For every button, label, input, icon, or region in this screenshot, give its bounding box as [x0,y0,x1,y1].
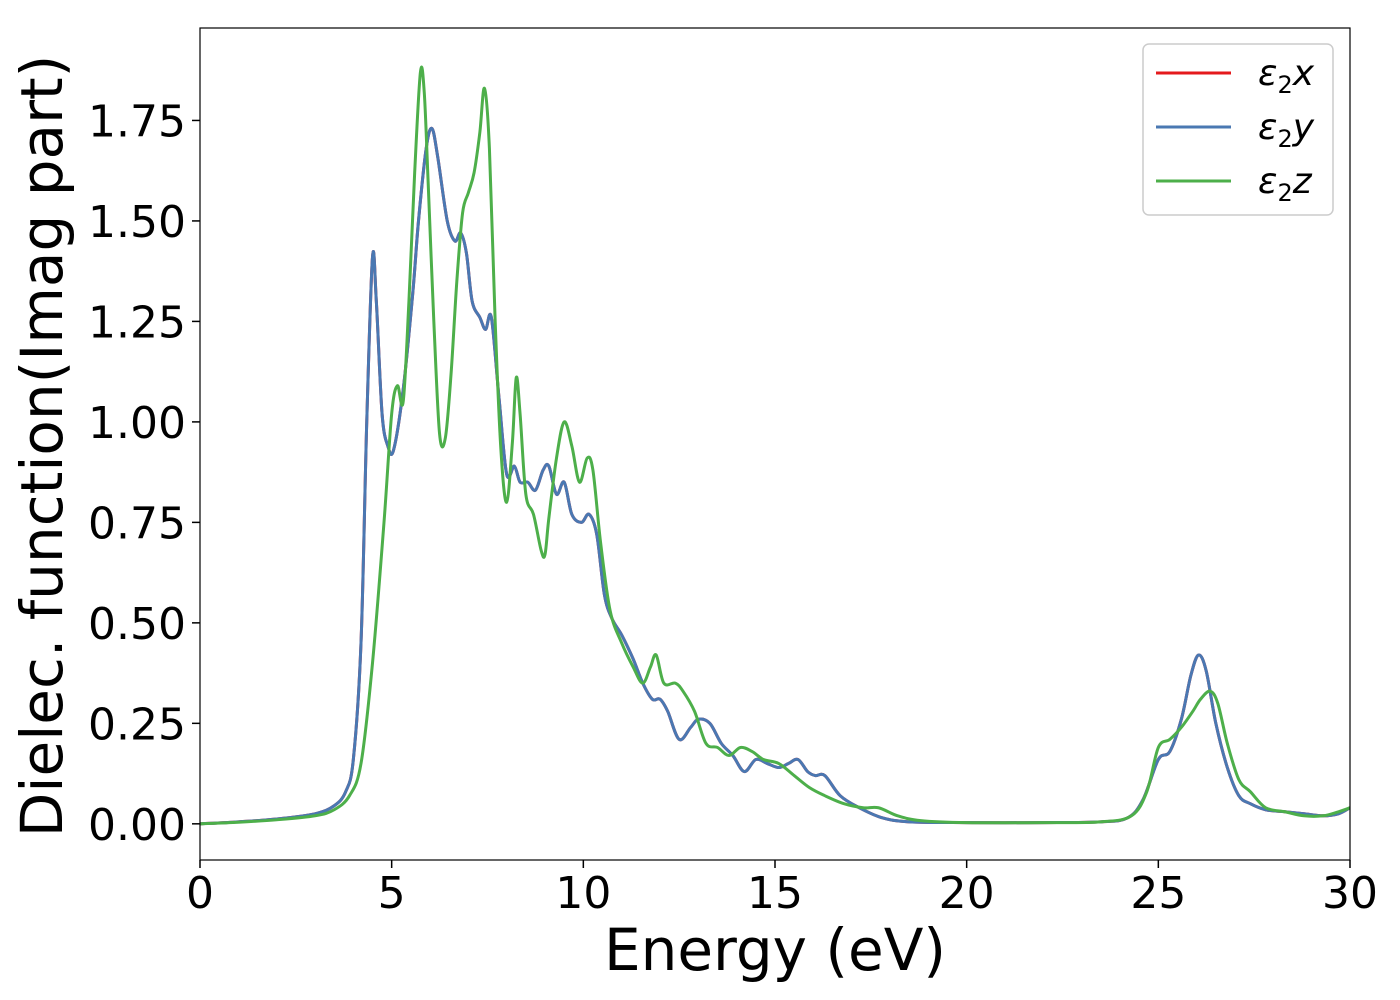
x-tick-label: 15 [747,868,803,919]
series-line-z [200,65,1350,826]
y-tick-label: 1.50 [88,197,186,248]
x-tick-label: 10 [555,868,611,919]
y-tick-label: 0.00 [88,800,186,851]
y-tick-label: 1.25 [88,297,186,348]
x-tick-label: 5 [378,868,406,919]
legend-symbol: ε [1258,53,1277,94]
legend-label-z: ε2z [1258,161,1313,207]
y-tick-label: 0.75 [88,498,186,549]
x-axis: 0 5 10 15 20 25 30 [186,860,1378,919]
y-tick-label: 0.50 [88,599,186,650]
legend-symbol: ε [1258,107,1277,148]
legend-suffix: z [1292,161,1313,202]
y-axis-label: Dielec. function(Imag part) [8,55,76,838]
legend-subscript: 2 [1277,125,1292,153]
y-axis: 0.00 0.25 0.50 0.75 1.00 1.25 1.50 1.75 [88,96,200,851]
y-tick-label: 1.00 [88,398,186,449]
series-group [200,65,1350,826]
legend-suffix: y [1292,107,1315,148]
legend-label-x: ε2x [1258,53,1315,99]
y-tick-label: 0.25 [88,699,186,750]
x-tick-label: 25 [1130,868,1186,919]
x-tick-label: 30 [1322,868,1378,919]
legend-symbol: ε [1258,161,1277,202]
x-tick-label: 0 [186,868,214,919]
legend-subscript: 2 [1277,179,1292,207]
legend-suffix: x [1292,53,1315,94]
legend-subscript: 2 [1277,71,1292,99]
legend-box [1142,43,1334,216]
y-tick-label: 1.75 [88,96,186,147]
legend-label-y: ε2y [1258,107,1315,153]
x-tick-label: 20 [939,868,995,919]
x-axis-label: Energy (eV) [604,916,946,984]
